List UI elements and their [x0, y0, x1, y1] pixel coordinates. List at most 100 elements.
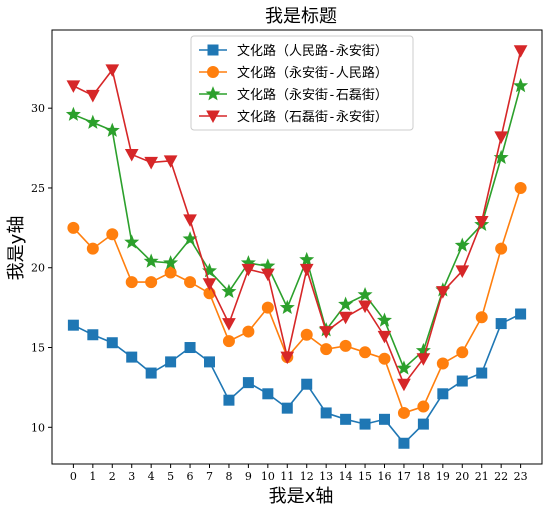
- legend-item: 文化路（人民路-永安街）: [199, 43, 388, 59]
- data-point: [183, 214, 197, 227]
- data-point: [67, 221, 80, 234]
- x-tick-label: 1: [89, 470, 96, 483]
- data-point: [262, 388, 274, 400]
- legend-marker: [207, 66, 219, 78]
- data-point: [223, 394, 235, 406]
- data-point: [67, 319, 79, 331]
- data-point: [104, 122, 120, 137]
- data-point: [221, 283, 237, 299]
- data-point: [222, 318, 236, 331]
- x-tick-label: 13: [319, 470, 333, 483]
- data-point: [338, 296, 354, 311]
- data-point: [184, 276, 197, 289]
- legend-frame: [190, 35, 414, 131]
- x-tick-label: 16: [378, 470, 392, 483]
- data-point: [202, 278, 217, 291]
- data-point: [476, 367, 488, 379]
- x-tick-label: 22: [494, 470, 508, 483]
- data-point: [435, 286, 450, 299]
- x-tick-label: 0: [70, 470, 77, 483]
- data-point: [357, 286, 373, 302]
- data-point: [65, 106, 81, 121]
- data-point: [319, 326, 334, 339]
- data-point: [222, 335, 235, 348]
- data-point: [494, 131, 509, 144]
- data-point: [515, 308, 527, 320]
- x-tick-label: 11: [280, 470, 294, 483]
- data-point: [85, 114, 101, 129]
- data-point: [454, 237, 470, 252]
- data-point: [261, 301, 274, 314]
- x-tick-label: 15: [358, 470, 372, 483]
- legend-item: 文化路（石磊街-永安街）: [199, 109, 388, 125]
- data-point: [398, 437, 410, 449]
- series-line: [72, 187, 522, 414]
- y-tick-label: 15: [31, 342, 45, 355]
- chart-title: 我是标题: [265, 6, 337, 27]
- series-layer: [65, 45, 529, 449]
- legend-label: 文化路（石磊街-永安街）: [237, 109, 388, 125]
- x-tick-label: 23: [514, 470, 528, 483]
- x-tick-label: 6: [187, 470, 194, 483]
- data-point: [301, 378, 313, 390]
- data-point: [163, 155, 178, 168]
- data-point: [514, 181, 527, 194]
- x-tick-label: 10: [261, 470, 275, 483]
- y-tick-label: 25: [31, 182, 45, 195]
- data-point: [125, 276, 138, 289]
- data-point: [456, 346, 469, 359]
- data-point: [299, 263, 314, 277]
- data-point: [145, 367, 157, 379]
- data-point: [397, 378, 411, 392]
- data-point: [377, 330, 392, 344]
- series-2: [65, 77, 529, 375]
- data-point: [144, 156, 159, 170]
- data-point: [281, 402, 293, 414]
- y-tick-label: 20: [31, 262, 45, 275]
- x-tick-label: 9: [245, 470, 252, 483]
- legend-label: 文化路（人民路-永安街）: [237, 43, 388, 59]
- legend-marker: [205, 86, 221, 101]
- legend-item: 文化路（永安街-人民路）: [199, 65, 388, 81]
- data-point: [417, 400, 430, 413]
- x-tick-label: 18: [416, 470, 430, 483]
- y-tick-label: 30: [31, 102, 45, 115]
- data-point: [379, 413, 390, 425]
- y-tick-label: 10: [31, 421, 45, 434]
- x-tick-label: 8: [225, 470, 232, 483]
- data-point: [340, 413, 352, 425]
- series-line: [73, 85, 522, 370]
- x-tick-label: 12: [300, 470, 314, 483]
- data-point: [280, 351, 295, 365]
- x-tick-label: 7: [206, 470, 213, 483]
- data-point: [456, 375, 468, 387]
- plot-area: 0 1 2 3 4 5 6 7 8 9 10 11 12 13 14 15 16 17 18 19 20 21 22 2310…: [31, 29, 543, 483]
- data-point: [300, 328, 313, 341]
- y-axis-label: 我是y轴: [6, 216, 27, 281]
- data-point: [378, 352, 391, 365]
- data-point: [184, 342, 196, 354]
- data-point: [66, 80, 81, 93]
- data-point: [397, 406, 410, 419]
- x-axis-label: 我是x轴: [269, 486, 334, 507]
- data-point: [163, 255, 179, 270]
- data-point: [105, 64, 120, 77]
- data-point: [495, 318, 507, 330]
- x-tick-label: 5: [167, 470, 174, 483]
- data-point: [299, 251, 315, 267]
- data-point: [396, 360, 412, 375]
- data-point: [242, 325, 255, 338]
- data-point: [359, 346, 372, 359]
- legend-item: 文化路（永安街-石磊街）: [199, 86, 388, 103]
- x-tick-label: 3: [128, 470, 135, 483]
- data-point: [165, 356, 177, 368]
- data-point: [164, 266, 177, 279]
- data-point: [436, 357, 449, 370]
- data-point: [106, 337, 118, 349]
- data-point: [359, 418, 371, 430]
- data-point: [474, 215, 489, 229]
- data-point: [242, 377, 254, 389]
- data-point: [87, 329, 99, 341]
- series-line: [73, 313, 521, 445]
